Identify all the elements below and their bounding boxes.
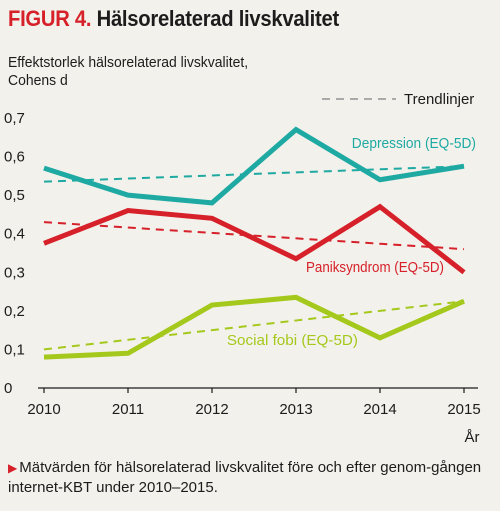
x-tick-label: 2014 (363, 401, 396, 418)
trend-line (43, 300, 465, 351)
y-tick-label: 0,7 (4, 110, 25, 127)
caption-text: Mätvärden för hälsorelaterad livskvalite… (8, 459, 482, 496)
x-tick-label: 2010 (27, 401, 60, 418)
line-chart: 0 0,1 0,2 0,3 0,4 0,5 0,6 0,7 2010 2011 2012 2013 20… (4, 91, 481, 446)
x-tick-label: 2015 (447, 401, 480, 418)
y-tick-label: 0,5 (4, 187, 25, 204)
y-tick-label: 0,1 (4, 341, 25, 358)
figure-title: FIGUR 4. Hälsorelaterad livskvalitet (8, 6, 339, 32)
series-line (43, 126, 465, 206)
series-label: Paniksyndrom (EQ-5D) (306, 259, 444, 276)
x-axis-label: År (465, 429, 480, 446)
trend-line (43, 221, 465, 251)
series-line (43, 294, 465, 360)
caption-marker-icon: ▶ (8, 461, 18, 475)
series-label: Social fobi (EQ-5D) (227, 332, 358, 349)
series-line (43, 203, 466, 275)
x-tick-label: 2013 (279, 401, 312, 418)
figure-caption: ▶ Mätvärden för hälsorelaterad livskvalit… (8, 458, 494, 498)
y-tick-label: 0,6 (4, 149, 25, 166)
y-tick-label: 0 (4, 380, 12, 397)
x-tick-label: 2011 (112, 401, 144, 418)
figure-name: Hälsorelaterad livskvalitet (96, 6, 340, 31)
trend-line (43, 165, 465, 183)
x-tick-label: 2012 (195, 401, 228, 418)
y-axis-label: Effektstorlek hälsorelaterad livskvalite… (8, 54, 249, 89)
series-label: Depression (EQ-5D) (352, 135, 476, 152)
y-tick-label: 0,4 (4, 226, 25, 243)
y-tick-label: 0,2 (4, 303, 25, 320)
legend-trend-label: Trendlinjer (404, 91, 474, 108)
figure-label: FIGUR 4. (8, 6, 92, 31)
y-tick-label: 0,3 (4, 264, 25, 281)
